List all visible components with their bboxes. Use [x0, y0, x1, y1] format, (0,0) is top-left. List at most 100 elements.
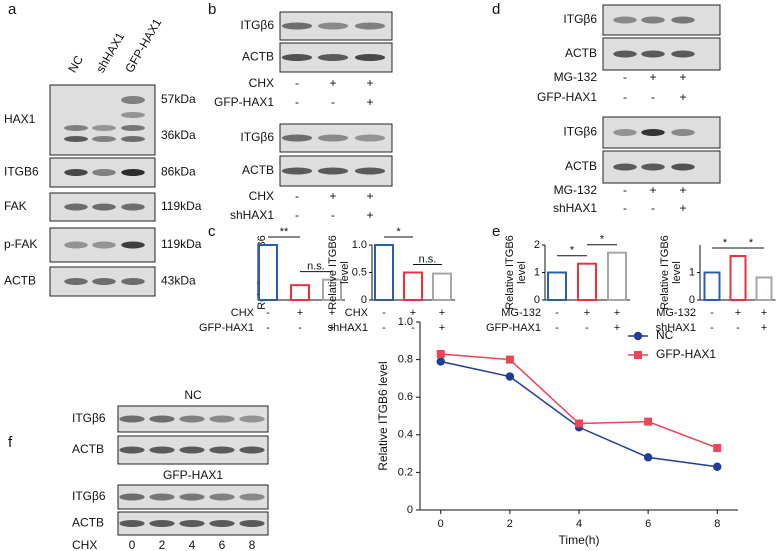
- band: [354, 167, 386, 175]
- band: [317, 54, 349, 61]
- condition-sign: -: [710, 322, 714, 334]
- condition-label: GFP-HAX1: [486, 322, 541, 334]
- blot-row-label: p-FAK: [4, 237, 37, 251]
- condition-label: shHAX1: [553, 201, 597, 215]
- bar: [258, 244, 278, 301]
- timepoint-label: 0: [129, 538, 136, 551]
- significance-label: *: [396, 226, 401, 238]
- condition-sign: +: [329, 322, 335, 334]
- timepoint-label: 2: [159, 538, 166, 551]
- condition-sign: -: [331, 208, 335, 222]
- significance-label: *: [600, 234, 605, 246]
- marker: [644, 417, 653, 426]
- band: [64, 203, 88, 211]
- condition-sign: -: [411, 322, 415, 334]
- condition-sign: -: [623, 70, 627, 84]
- condition-sign: -: [623, 90, 627, 104]
- condition-label: MG-132: [501, 307, 541, 319]
- condition-label: GFP-HAX1: [537, 90, 597, 104]
- condition-sign: +: [366, 95, 373, 109]
- condition-sign: +: [366, 189, 373, 203]
- panel-label: a: [8, 1, 17, 18]
- bar: [755, 276, 773, 302]
- condition-sign: -: [298, 322, 302, 334]
- band: [179, 520, 205, 527]
- blot-row-label: ITGβ6: [240, 130, 274, 144]
- x-tick-label: 0: [438, 518, 444, 530]
- band: [239, 520, 265, 527]
- condition-label: MG-132: [656, 307, 696, 319]
- bar: [290, 284, 310, 301]
- y-axis-label: Relative ITGB6 level: [376, 361, 390, 470]
- band: [149, 520, 175, 527]
- condition-sign: -: [295, 189, 299, 203]
- band: [119, 415, 145, 423]
- band: [119, 520, 145, 527]
- band: [92, 136, 116, 142]
- condition-sign: +: [761, 307, 767, 319]
- condition-sign: +: [614, 322, 620, 334]
- lane-label: GFP-HAX1: [122, 16, 164, 75]
- bar: [432, 272, 452, 302]
- band: [613, 129, 637, 136]
- significance-label: **: [280, 226, 289, 238]
- marker: [643, 453, 653, 462]
- bar: [703, 271, 721, 301]
- blot-row-label: ITGβ6: [72, 489, 106, 503]
- band: [64, 169, 88, 176]
- bar: [547, 271, 567, 301]
- blot-row-label: ITGβ6: [240, 18, 274, 32]
- timepoint-label: 8: [249, 538, 256, 551]
- size-label: 86kDa: [161, 165, 196, 179]
- band: [641, 50, 665, 58]
- condition-sign: +: [329, 76, 336, 90]
- band: [281, 54, 313, 61]
- size-label: 57kDa: [161, 92, 196, 106]
- band: [121, 169, 145, 176]
- band: [209, 493, 235, 501]
- condition-sign: +: [297, 307, 303, 319]
- blot-title: GFP-HAX1: [163, 468, 223, 482]
- y-axis-label: level: [339, 261, 351, 284]
- blot-row-label: ITGβ6: [563, 125, 597, 139]
- condition-sign: +: [410, 307, 416, 319]
- condition-sign: -: [555, 307, 559, 319]
- y-axis-label: Relative ITGB6: [659, 235, 671, 310]
- blot-row-label: ACTB: [565, 46, 597, 60]
- y-tick-label: 0.4: [398, 429, 413, 441]
- band: [613, 50, 637, 58]
- band: [92, 169, 116, 176]
- bar: [729, 255, 747, 301]
- y-tick-label: 2: [534, 239, 540, 251]
- y-tick-label: 1: [689, 266, 695, 278]
- band: [209, 415, 235, 423]
- band: [92, 278, 116, 285]
- band: [613, 16, 637, 24]
- band: [149, 493, 175, 501]
- y-tick-label: 0.5: [352, 266, 367, 278]
- band: [149, 415, 175, 423]
- condition-sign: +: [679, 201, 686, 215]
- condition-sign: -: [382, 307, 386, 319]
- x-tick-label: 8: [714, 518, 720, 530]
- blot-row-label: ITGβ6: [72, 411, 106, 425]
- size-label: 36kDa: [161, 128, 196, 142]
- band: [121, 278, 145, 285]
- blot-row-label: ACTB: [565, 159, 597, 173]
- y-tick-label: 0.2: [398, 466, 413, 478]
- condition-sign: +: [649, 183, 656, 197]
- band: [317, 167, 349, 175]
- blot-row-label: ITGβ6: [563, 12, 597, 26]
- band: [239, 415, 265, 423]
- size-label: 119kDa: [161, 237, 202, 251]
- condition-label: GFP-HAX1: [214, 95, 274, 109]
- condition-sign: -: [295, 76, 299, 90]
- band: [641, 163, 665, 171]
- band: [64, 136, 88, 142]
- band: [119, 446, 145, 454]
- condition-label: CHX: [345, 307, 369, 319]
- blot: [49, 84, 156, 156]
- band: [239, 446, 265, 454]
- y-axis-label: level: [516, 261, 528, 284]
